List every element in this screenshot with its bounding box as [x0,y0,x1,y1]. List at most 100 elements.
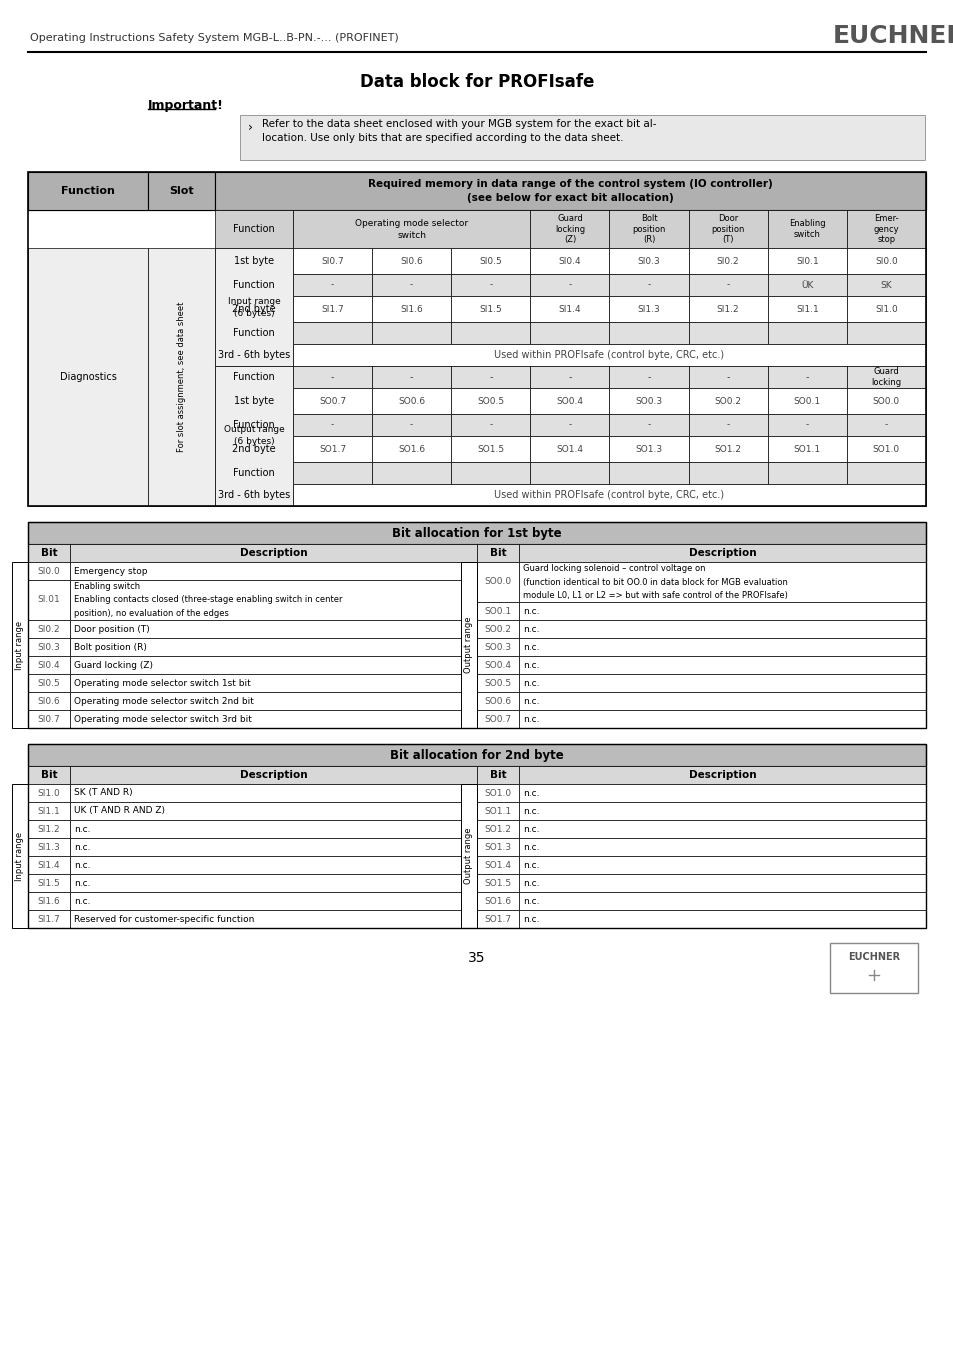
Text: -: - [568,281,571,289]
Bar [28,856,70,873]
Bar [476,620,518,639]
Text: SI0.0: SI0.0 [37,567,60,575]
Text: Guard
locking: Guard locking [870,367,901,386]
Bar [518,674,925,693]
Text: ÜK: ÜK [801,281,813,289]
Text: SI1.0: SI1.0 [874,305,897,313]
Text: 1st byte: 1st byte [233,256,274,266]
Bar [767,248,846,274]
Text: position), no evaluation of the edges: position), no evaluation of the edges [74,609,229,618]
Bar [518,639,925,656]
Bar [70,819,476,838]
Text: SI1.3: SI1.3 [37,842,60,852]
Bar [476,544,518,562]
Text: module L0, L1 or L2 => but with safe control of the PROFIsafe): module L0, L1 or L2 => but with safe con… [522,591,787,599]
Bar [214,485,293,506]
Text: Data block for PROFIsafe: Data block for PROFIsafe [359,73,594,90]
Text: SO0.1: SO0.1 [484,606,511,616]
Bar [70,710,476,728]
Bar [518,856,925,873]
Bar [476,856,518,873]
Text: Output range: Output range [464,828,473,884]
Text: 2nd byte: 2nd byte [232,444,275,454]
Bar [476,656,518,674]
Text: Output range: Output range [223,425,284,435]
Bar [609,387,688,414]
Text: Input range: Input range [228,297,280,305]
Text: Function: Function [233,279,274,290]
Text: 2nd byte: 2nd byte [232,304,275,315]
Bar [28,656,70,674]
Text: Bit: Bit [489,769,506,780]
Bar [70,674,476,693]
Text: -: - [647,373,650,382]
Bar [28,580,70,620]
Bar [518,892,925,910]
Bar [28,674,70,693]
Bar [530,462,609,485]
Bar [688,274,767,296]
Text: SI0.0: SI0.0 [874,256,897,266]
Text: n.c.: n.c. [522,860,539,869]
Bar [214,274,293,296]
Bar [28,620,70,639]
Bar [518,910,925,927]
Text: SI0.2: SI0.2 [38,625,60,633]
Text: SO1.1: SO1.1 [484,806,511,815]
Bar [518,819,925,838]
Bar [518,838,925,856]
Bar [293,436,372,462]
Bar [767,211,846,248]
Text: SI1.3: SI1.3 [637,305,659,313]
Bar [688,387,767,414]
Bar [846,436,925,462]
Text: SO0.2: SO0.2 [484,625,511,633]
Bar [609,462,688,485]
Text: 1st byte: 1st byte [233,396,274,406]
Text: (see below for exact bit allocation): (see below for exact bit allocation) [467,193,673,202]
Text: SO0.0: SO0.0 [484,578,511,586]
Text: n.c.: n.c. [522,714,539,724]
Bar [214,323,293,344]
Bar [293,344,925,366]
Bar [688,436,767,462]
Text: SI0.2: SI0.2 [716,256,739,266]
Bar [518,693,925,710]
Text: SO1.3: SO1.3 [635,444,662,454]
Bar [846,274,925,296]
Bar [70,765,476,784]
Bar [476,602,518,620]
Bar [28,248,148,506]
Bar [372,248,451,274]
Text: Operating mode selector switch 1st bit: Operating mode selector switch 1st bit [74,679,251,687]
Text: SO1.2: SO1.2 [484,825,511,833]
Bar [530,248,609,274]
Bar [476,910,518,927]
Bar [28,171,925,506]
Bar [214,344,293,366]
Text: EUCHNER: EUCHNER [847,952,899,963]
Text: Bit: Bit [489,548,506,558]
Text: Input range: Input range [15,832,25,880]
Bar [530,366,609,387]
Bar [28,744,925,927]
Text: Emer-
gency
stop: Emer- gency stop [873,215,899,244]
Bar [70,784,476,802]
Text: Door position (T): Door position (T) [74,625,150,633]
Text: SI1.1: SI1.1 [37,806,60,815]
Text: n.c.: n.c. [522,788,539,798]
Text: Important!: Important! [148,99,224,112]
Text: Function: Function [233,420,274,431]
Text: n.c.: n.c. [522,914,539,923]
Text: SI0.4: SI0.4 [558,256,580,266]
Text: SI0.5: SI0.5 [479,256,501,266]
Bar [530,274,609,296]
Bar [372,323,451,344]
Bar [214,211,293,248]
Text: -: - [725,373,729,382]
Text: Required memory in data range of the control system (IO controller): Required memory in data range of the con… [368,180,772,189]
Text: n.c.: n.c. [522,879,539,887]
Bar [530,414,609,436]
Bar [451,414,530,436]
Text: SO0.7: SO0.7 [318,397,346,405]
